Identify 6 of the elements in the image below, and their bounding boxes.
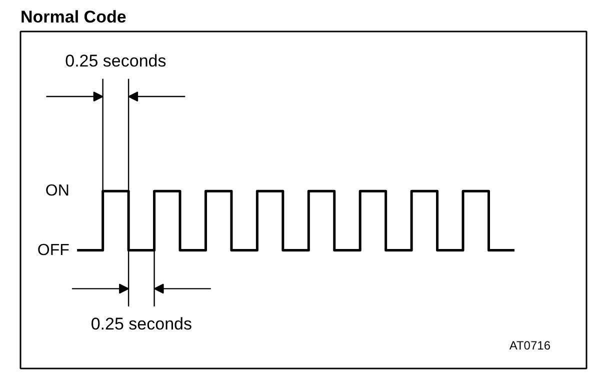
- annotation: ON: [45, 182, 70, 200]
- text: 0.25 seconds: [65, 52, 166, 71]
- chart-title: Normal Code: [20, 8, 126, 26]
- text: 0.25 seconds: [90, 314, 192, 334]
- annotation: OFF: [37, 242, 70, 259]
- text: AT0716: [509, 338, 551, 352]
